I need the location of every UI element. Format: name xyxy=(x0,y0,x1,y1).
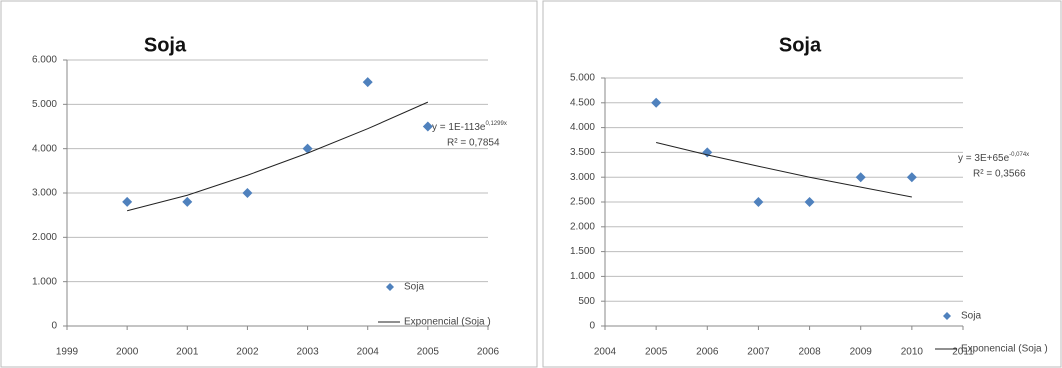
chart-title: Soja xyxy=(144,34,187,56)
data-point xyxy=(422,121,433,132)
y-tick-label: 5.000 xyxy=(570,73,595,84)
y-tick-label: 3.500 xyxy=(570,147,595,158)
legend-label: Soja xyxy=(961,311,981,322)
y-tick-label: 3.000 xyxy=(570,172,595,183)
y-tick-label: 4.000 xyxy=(32,143,57,154)
x-tick-label: 2008 xyxy=(798,347,821,358)
y-tick-label: 1.000 xyxy=(570,271,595,282)
data-point xyxy=(242,188,253,198)
x-tick-label: 2011 xyxy=(952,347,974,358)
x-tick-label: 2001 xyxy=(176,347,199,358)
trend-equation: y = 1E-113e0,1299x xyxy=(432,121,507,133)
data-point xyxy=(804,197,815,207)
y-tick-label: 4.500 xyxy=(570,97,595,108)
x-tick-label: 2004 xyxy=(594,347,617,358)
y-tick-label: 4.000 xyxy=(570,122,595,133)
data-point xyxy=(651,97,662,108)
y-tick-label: 2.000 xyxy=(32,232,57,243)
y-tick-label: 5.000 xyxy=(32,99,57,110)
legend-label: Soja xyxy=(404,282,424,293)
x-tick-label: 2010 xyxy=(901,347,924,358)
y-tick-label: 3.000 xyxy=(32,188,57,199)
x-tick-label: 2009 xyxy=(850,347,873,358)
x-tick-label: 2005 xyxy=(417,347,440,358)
x-tick-label: 2005 xyxy=(645,347,668,358)
y-tick-label: 500 xyxy=(578,296,595,307)
x-tick-label: 2004 xyxy=(357,347,380,358)
equation-exponent: -0,074x xyxy=(1009,152,1029,158)
x-tick-label: 2006 xyxy=(477,347,500,358)
x-tick-label: 2002 xyxy=(236,347,259,358)
x-tick-label: 2007 xyxy=(747,347,770,358)
data-point xyxy=(122,196,133,207)
r-squared: R² = 0,7854 xyxy=(447,138,500,149)
chart-title: Soja xyxy=(779,34,822,56)
trendline xyxy=(656,141,912,198)
data-point xyxy=(182,196,193,207)
x-tick-label: 2006 xyxy=(696,347,719,358)
data-point xyxy=(702,147,713,158)
equation-base: y = 1E-113e xyxy=(432,122,486,133)
data-point xyxy=(362,77,373,88)
y-tick-label: 1.000 xyxy=(32,276,57,287)
x-tick-label: 2003 xyxy=(296,347,319,358)
y-tick-label: 0 xyxy=(51,321,57,332)
data-point xyxy=(906,172,917,183)
legend-swatch xyxy=(386,283,394,291)
data-point xyxy=(753,197,764,207)
legend-label: Exponencial (Soja ) xyxy=(404,317,491,328)
trendline xyxy=(127,101,429,212)
y-tick-label: 6.000 xyxy=(32,55,57,66)
chart-panel xyxy=(542,0,1062,368)
r-squared: R² = 0,3566 xyxy=(973,169,1026,180)
x-tick-label: 1999 xyxy=(56,347,79,358)
legend-swatch xyxy=(943,312,951,320)
x-tick-label: 2000 xyxy=(116,347,139,358)
chart-panel xyxy=(0,0,538,368)
trend-equation: y = 3E+65e-0,074x xyxy=(958,152,1029,164)
data-point xyxy=(302,143,313,154)
y-tick-label: 1.500 xyxy=(570,246,595,257)
y-tick-label: 2.500 xyxy=(570,197,595,208)
equation-exponent: 0,1299x xyxy=(485,121,506,127)
legend-label: Exponencial (Soja ) xyxy=(961,344,1048,355)
equation-base: y = 3E+65e xyxy=(958,153,1010,164)
y-tick-label: 0 xyxy=(589,321,595,332)
data-point xyxy=(855,172,866,183)
y-tick-label: 2.000 xyxy=(570,221,595,232)
